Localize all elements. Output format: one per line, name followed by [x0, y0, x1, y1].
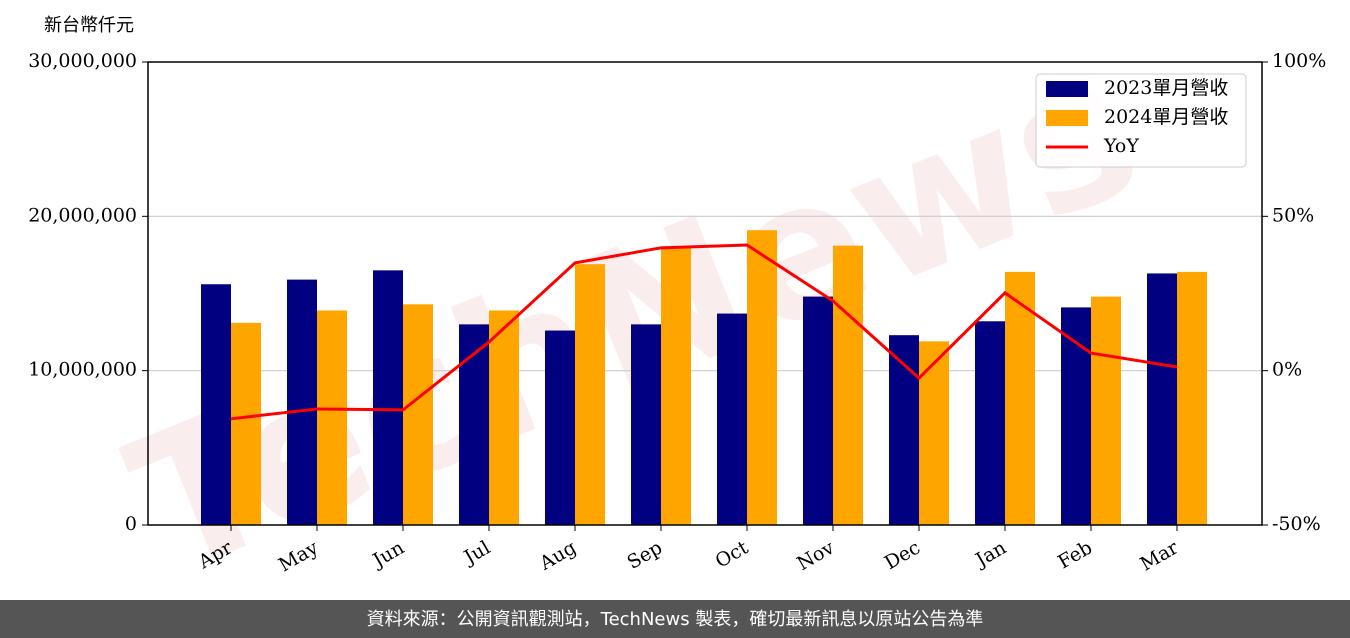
y2-tick-label: -50% [1272, 513, 1321, 535]
bar [575, 264, 605, 525]
bar [373, 270, 403, 525]
bar [975, 321, 1005, 525]
bar [287, 279, 317, 525]
bar [631, 324, 661, 525]
footer-bar [0, 600, 1350, 638]
legend-label: 2023單月營收 [1104, 77, 1228, 99]
bar [1147, 273, 1177, 525]
x-tick-label: Oct [712, 536, 753, 572]
bar [1177, 271, 1207, 525]
bar [803, 296, 833, 525]
bar [545, 330, 575, 525]
bar [489, 310, 519, 525]
x-tick-label: Nov [793, 536, 838, 575]
bar [1061, 307, 1091, 525]
legend-label: YoY [1103, 135, 1139, 157]
plot-area: TechNews010,000,00020,000,00030,000,000-… [28, 17, 1326, 618]
y-tick-label: 20,000,000 [28, 204, 137, 226]
bar [317, 310, 347, 525]
x-tick-label: Aug [535, 537, 580, 576]
bar [661, 247, 691, 525]
y-tick-label: 30,000,000 [28, 50, 137, 72]
x-tick-label: Sep [623, 537, 666, 574]
y2-tick-label: 0% [1272, 359, 1302, 381]
bar [201, 284, 231, 525]
footer-text: 資料來源：公開資訊觀測站，TechNews 製表，確切最新訊息以原站公告為準 [367, 609, 984, 630]
bar [1091, 296, 1121, 525]
legend-swatch [1046, 110, 1088, 126]
y-tick-label: 10,000,000 [28, 359, 137, 381]
legend-swatch [1046, 81, 1088, 97]
bar [747, 230, 777, 525]
bar [459, 324, 489, 525]
legend-box [1035, 73, 1247, 168]
x-tick-label: Mar [1136, 536, 1182, 575]
x-tick-label: Feb [1054, 537, 1096, 574]
bar [403, 304, 433, 525]
bar [231, 322, 261, 525]
line [230, 243, 1178, 421]
bar [717, 313, 747, 525]
bar [833, 245, 863, 525]
bar [919, 341, 949, 525]
bar [889, 335, 919, 525]
x-tick-label: Dec [881, 537, 924, 575]
x-tick-label: Jan [970, 537, 1010, 573]
y-axis-unit: 新台幣仟元 [44, 15, 134, 36]
bar [1005, 271, 1035, 525]
y2-tick-label: 100% [1272, 50, 1326, 72]
x-tick-label: Jul [459, 537, 494, 570]
y2-tick-label: 50% [1272, 204, 1314, 226]
legend-label: 2024單月營收 [1104, 106, 1228, 128]
y-tick-label: 0 [125, 513, 137, 535]
plot-frame [147, 61, 1263, 526]
